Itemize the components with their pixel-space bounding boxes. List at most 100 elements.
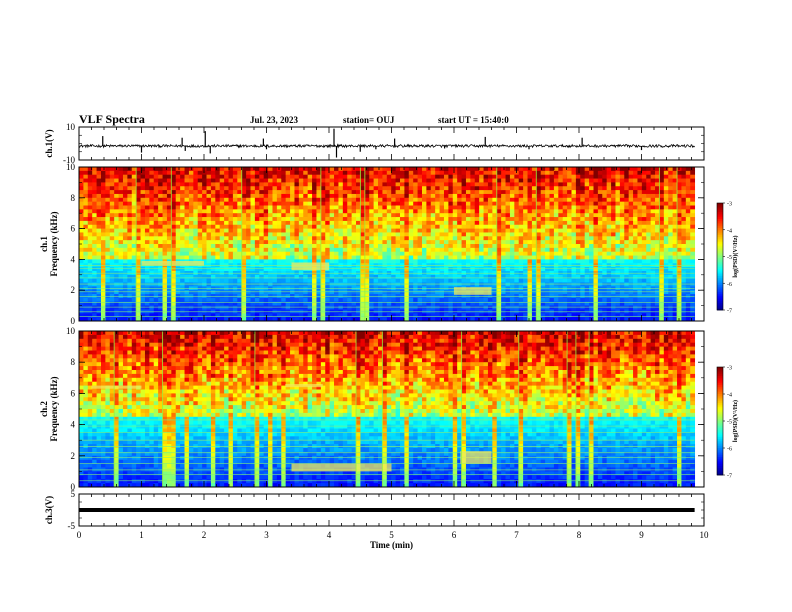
spectrogram-cell <box>298 301 304 306</box>
spectrogram-cell <box>404 255 410 260</box>
spectrogram-cell <box>487 317 493 322</box>
spectrogram-cell <box>505 213 511 218</box>
spectrogram-cell <box>479 251 484 256</box>
spectrogram-cell <box>417 305 423 310</box>
spectrogram-cell <box>210 190 216 195</box>
spectrogram-cell <box>404 305 410 310</box>
spectrogram-cell <box>408 255 414 260</box>
spectrogram-cell <box>118 182 124 187</box>
spectrogram-cell <box>246 193 251 199</box>
spectrogram-cell <box>215 197 221 203</box>
spectrogram-cell <box>558 301 564 306</box>
spectrogram-cell <box>505 267 511 272</box>
spectrogram-cell <box>474 228 480 233</box>
spectrogram-cell <box>219 297 225 303</box>
spectrogram-cell <box>421 247 427 253</box>
spectrogram-cell <box>395 224 401 229</box>
spectrogram-cell <box>448 313 454 318</box>
spectrogram-cell <box>606 178 612 183</box>
spectrogram-cell <box>316 244 322 249</box>
spectrogram-cell <box>193 305 199 310</box>
spectrogram-cell <box>483 251 489 256</box>
spectrogram-cell <box>558 305 564 310</box>
spectrogram-cell <box>118 224 124 229</box>
spectrogram-cell <box>435 274 440 280</box>
spectrogram-cell <box>140 213 146 218</box>
spectrogram-cell <box>96 313 102 318</box>
spectrogram-cell <box>382 313 388 318</box>
spectrogram-cell <box>140 317 146 322</box>
spectrogram-cell <box>518 170 524 176</box>
spectrogram-cell <box>162 170 168 176</box>
spectrogram-cell <box>536 305 542 310</box>
spectrogram-cell <box>567 220 572 226</box>
spectrogram-cell <box>241 186 247 191</box>
spectrogram-cell <box>430 305 436 310</box>
spectrogram-cell <box>501 236 506 241</box>
spectrogram-cell <box>356 313 361 318</box>
spectrogram-cell <box>593 301 599 306</box>
spectrogram-cell <box>395 255 401 260</box>
spectrogram-cell <box>496 247 502 253</box>
spectrogram-cell <box>593 213 599 218</box>
spectrogram-cell <box>334 224 339 229</box>
spectrogram-cell <box>114 278 119 283</box>
spectrogram-cell <box>312 182 317 187</box>
spectrogram-cell <box>364 190 370 195</box>
spectrogram-cell <box>197 201 203 206</box>
spectrogram-cell <box>307 197 313 203</box>
spectrogram-cell <box>439 228 445 233</box>
spectrogram-cell <box>386 240 392 245</box>
spectrogram-cell <box>303 244 309 249</box>
spectrogram-cell <box>501 182 506 187</box>
spectrogram-cell <box>479 244 484 249</box>
spectrogram-cell <box>483 193 489 199</box>
spectrogram-cell <box>461 178 467 183</box>
spectrogram-cell <box>364 247 370 253</box>
spectrogram-cell <box>237 278 243 283</box>
spectrogram-cell <box>140 278 146 283</box>
spectrogram-cell <box>202 217 207 222</box>
spectrogram-cell <box>606 193 612 199</box>
spectrogram-cell <box>364 278 370 283</box>
spectrogram-cell <box>364 182 370 187</box>
spectrogram-cell <box>246 228 251 233</box>
spectrogram-cell <box>509 305 515 310</box>
spectrogram-cell <box>298 178 304 183</box>
spectrogram-cell <box>184 290 190 295</box>
spectrogram-cell <box>514 236 520 241</box>
spectrogram-cell <box>83 170 89 176</box>
spectrogram-cell <box>470 240 476 245</box>
spectrogram-cell <box>391 213 397 218</box>
spectrogram-cell <box>325 278 331 283</box>
spectrogram-cell <box>461 255 467 260</box>
spectrogram-cell <box>166 244 172 249</box>
spectrogram-cell <box>536 193 542 199</box>
spectrogram-cell <box>92 247 97 253</box>
spectrogram-cell <box>369 317 375 322</box>
spectrogram-cell <box>492 267 498 272</box>
spectrogram-cell <box>166 213 172 218</box>
spectrogram-cell <box>241 278 247 283</box>
spectrogram-cell <box>171 201 177 206</box>
spectrogram-cell <box>545 301 550 306</box>
spectrogram-cell <box>307 305 313 310</box>
spectrogram-cell <box>413 278 418 283</box>
spectrogram-cell <box>549 247 555 253</box>
spectrogram-cell <box>395 205 401 210</box>
spectrogram-cell <box>567 317 572 322</box>
spectrogram-cell <box>553 274 559 280</box>
spectrogram-cell <box>426 240 432 245</box>
spectrogram-cell <box>259 193 265 199</box>
spectrogram-cell <box>474 205 480 210</box>
spectrogram-cell <box>149 247 155 253</box>
spectrogram-cell <box>347 240 353 245</box>
spectrogram-cell <box>162 197 168 203</box>
spectrogram-cell <box>514 259 520 264</box>
spectrogram-cell <box>452 313 458 318</box>
spectrogram-cell <box>87 213 93 218</box>
spectrogram-cell <box>246 317 251 322</box>
spectrogram-cell <box>325 186 331 191</box>
spectrogram-cell <box>114 217 119 222</box>
spectrogram-cell <box>373 174 379 179</box>
